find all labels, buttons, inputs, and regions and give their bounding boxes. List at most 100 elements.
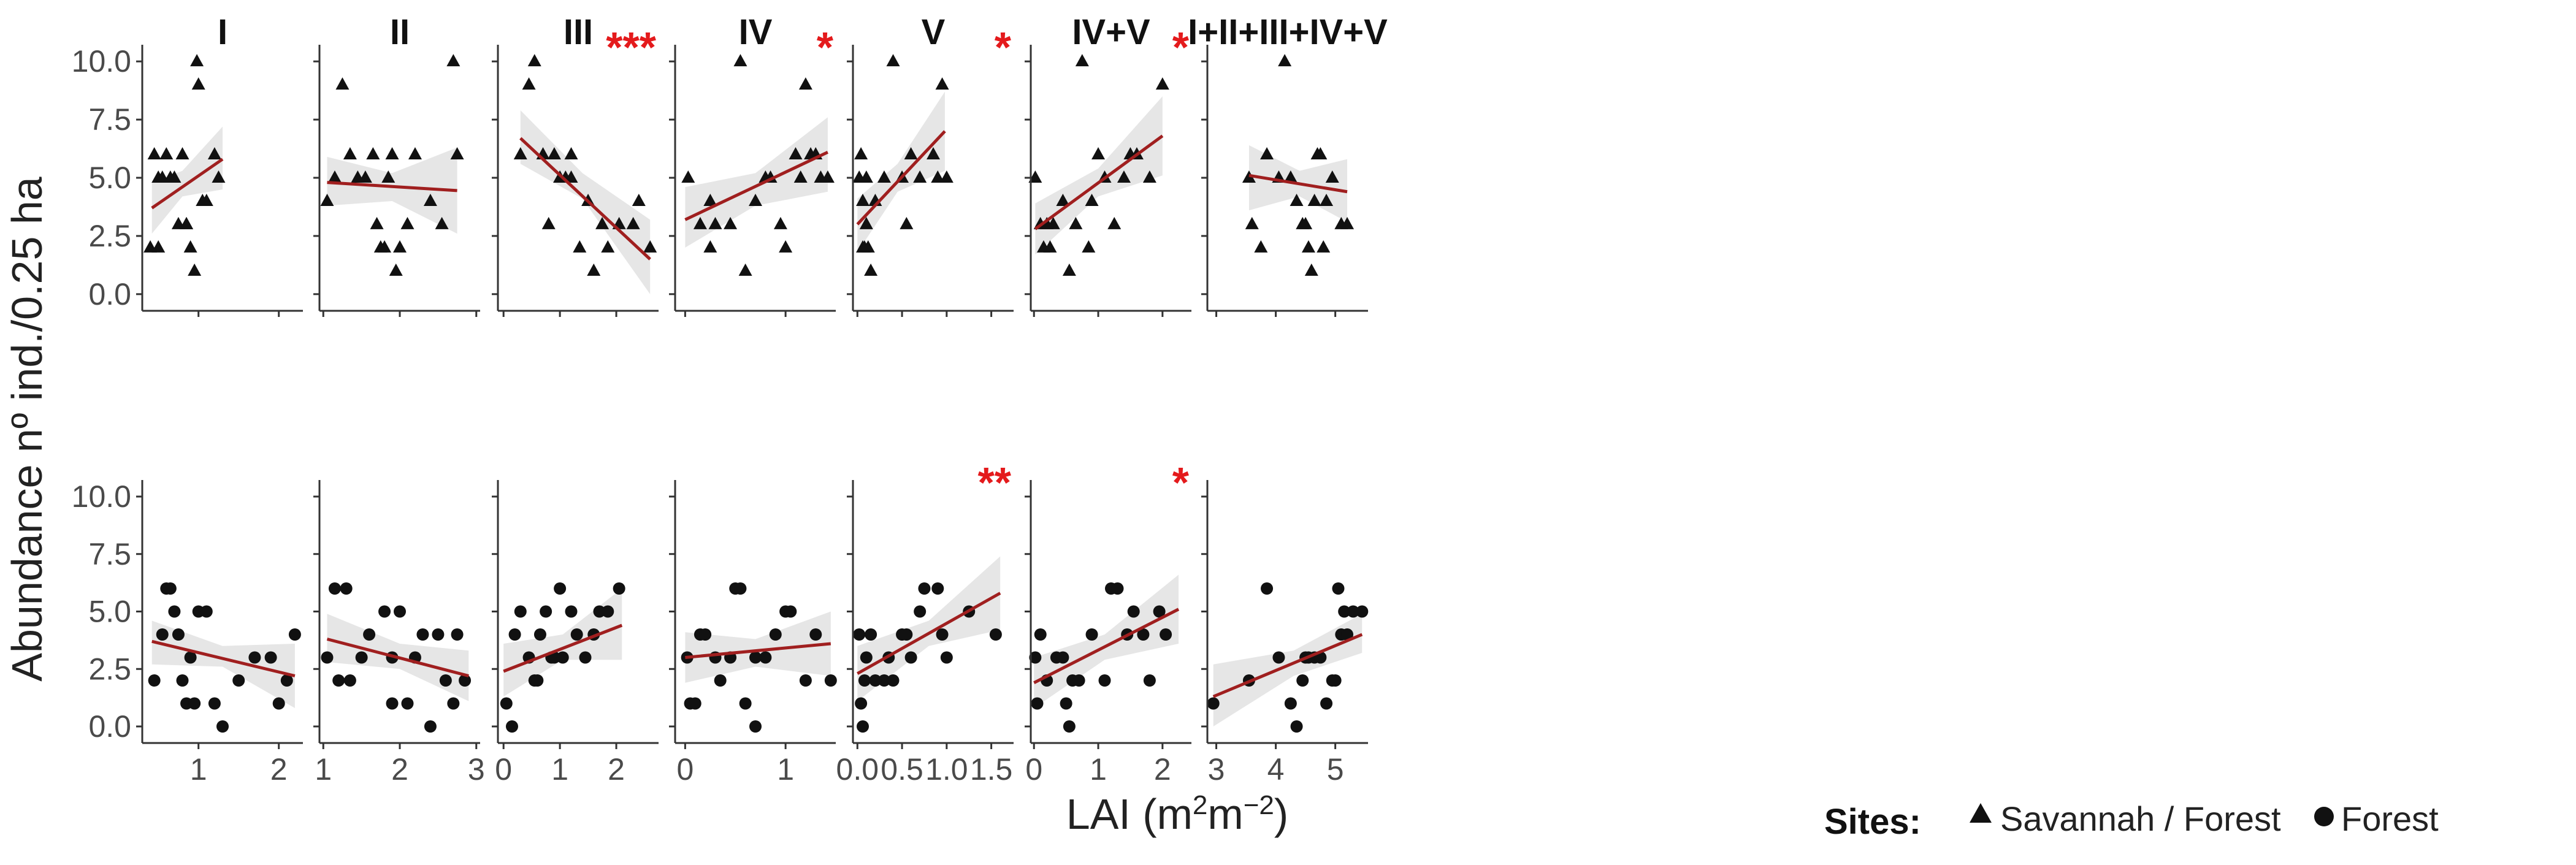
triangle-point — [793, 170, 808, 183]
x-tick-label: 0.5 — [881, 752, 923, 787]
triangle-point — [527, 54, 541, 67]
circle-point — [1060, 697, 1072, 710]
triangle-point — [564, 170, 578, 183]
triangle-point — [1290, 193, 1304, 206]
triangle-point — [877, 170, 891, 183]
triangle-point — [931, 170, 945, 183]
triangle-point — [370, 216, 384, 229]
triangle-point — [632, 193, 646, 206]
circle-point — [459, 674, 472, 687]
panel-column-2: III *** 0 1 2 — [492, 12, 659, 787]
y-tick-label: 7.5 — [88, 102, 131, 137]
triangle-point — [1069, 216, 1083, 229]
y-axis-title: Abundance nº ind./0.25 ha — [3, 177, 51, 682]
triangle-point — [626, 216, 640, 229]
circle-point — [340, 582, 353, 595]
significance-label: * — [1172, 23, 1190, 71]
circle-point — [355, 651, 368, 664]
circle-point — [432, 628, 445, 641]
circle-point — [248, 651, 261, 664]
panel-title-0: I — [218, 12, 227, 52]
triangle-point — [180, 216, 194, 229]
panel-column-6: I+II+III+IV+V 3 4 5 — [1188, 12, 1388, 787]
circle-point — [689, 697, 701, 710]
circle-point — [784, 605, 797, 618]
triangle-point — [199, 193, 213, 206]
x-tick-label: 2 — [1154, 752, 1171, 787]
x-tick-label: 2 — [608, 752, 625, 787]
panel-top-2: *** — [492, 23, 659, 317]
triangle-point — [378, 240, 392, 253]
circle-point — [156, 628, 169, 641]
legend-label-forest: Forest — [2341, 799, 2439, 838]
circle-point — [1072, 674, 1085, 687]
triangle-point — [886, 54, 900, 67]
regression-line — [327, 181, 457, 192]
significance-label: * — [817, 23, 834, 71]
circle-point — [1284, 697, 1297, 710]
panel-title-2: III — [564, 12, 593, 52]
circle-point — [531, 674, 544, 687]
circle-point — [216, 720, 229, 733]
circle-point — [896, 628, 909, 641]
circle-point — [343, 674, 356, 687]
circle-point — [1272, 651, 1285, 664]
circle-point — [809, 628, 822, 641]
circle-point — [1347, 605, 1359, 618]
triangle-point — [859, 170, 873, 183]
panel-bottom-5: 0 1 2 * — [1025, 459, 1191, 787]
significance-label: *** — [606, 23, 656, 71]
triangle-point — [773, 216, 787, 229]
triangle-point — [789, 147, 803, 160]
circle-point — [184, 651, 197, 664]
regression-line — [1212, 633, 1363, 698]
circle-point — [769, 628, 782, 641]
circle-point — [887, 674, 900, 687]
x-axis-title-end: ) — [1274, 790, 1288, 838]
circle-point — [378, 605, 391, 618]
confidence-band — [151, 126, 223, 234]
circle-point — [500, 697, 513, 710]
circle-point — [1341, 628, 1354, 641]
triangle-point — [1142, 170, 1156, 183]
y-tick-label: 10.0 — [72, 44, 131, 78]
circle-point — [1137, 628, 1150, 641]
triangle-point — [738, 263, 752, 276]
circle-point — [904, 651, 917, 664]
circle-point — [401, 697, 414, 710]
circle-point — [1296, 674, 1309, 687]
circle-point — [749, 720, 762, 733]
triangle-point — [335, 77, 350, 90]
panel-bottom-4: 0.0 0.5 1.0 1.5 ** — [836, 459, 1014, 787]
confidence-band — [685, 611, 831, 683]
panel-column-0: I 10.0 7.5 5.0 2.5 0.0 10.0 7.5 5.0 2.5 0.0 1 2 — [72, 12, 303, 787]
confidence-band — [685, 117, 828, 248]
panel-column-1: II 1 2 3 — [313, 12, 485, 787]
triangle-point — [1325, 170, 1339, 183]
x-tick-label: 0.0 — [836, 752, 879, 787]
triangle-point — [159, 147, 174, 160]
triangle-point — [724, 216, 738, 229]
triangle-point — [207, 147, 221, 160]
triangle-point — [1320, 193, 1334, 206]
y-tick-label: 0.0 — [88, 277, 131, 311]
triangle-point — [1340, 216, 1355, 229]
circle-point — [188, 697, 201, 710]
circle-point — [989, 628, 1002, 641]
x-tick-label: 0 — [676, 752, 694, 787]
panel-bottom-1: 1 2 3 — [313, 480, 485, 787]
panel-top-1 — [313, 45, 480, 317]
circle-point — [1098, 674, 1111, 687]
triangle-point — [381, 170, 396, 183]
regression-line — [857, 592, 1001, 675]
x-tick-label: 1.0 — [925, 752, 968, 787]
circle-point — [1290, 720, 1303, 733]
confidence-band — [1034, 574, 1179, 708]
legend-triangle-marker — [1970, 803, 1992, 823]
triangle-point — [927, 147, 940, 160]
triangle-point — [191, 77, 205, 90]
x-axis-title-main: LAI (m — [1066, 790, 1193, 838]
regression-line — [684, 150, 828, 221]
panel-column-4: V * 0.0 0.5 1.0 1.5 ** — [836, 12, 1014, 787]
panel-top-5: * — [1025, 23, 1191, 317]
